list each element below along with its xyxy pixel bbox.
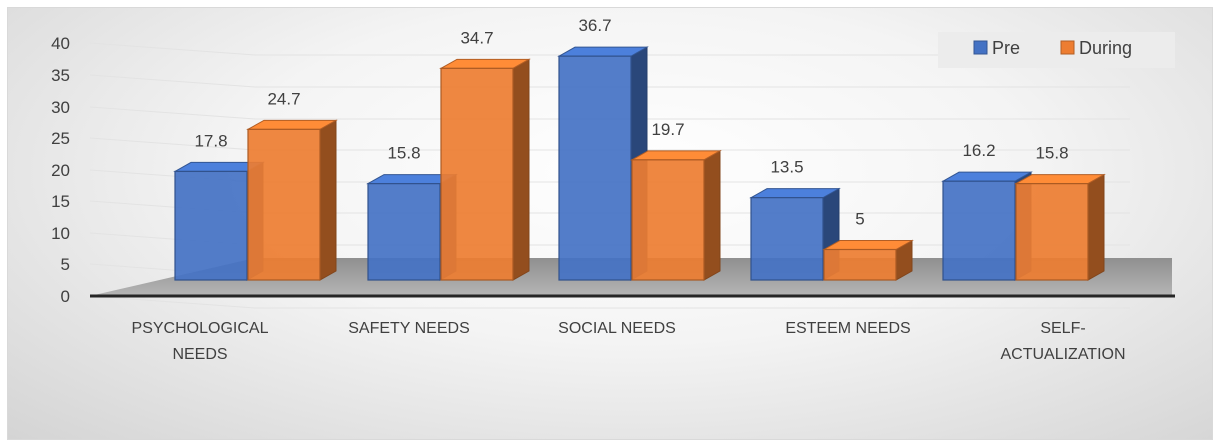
y-tick-label: 5 xyxy=(61,255,70,274)
x-category-label: SELF- xyxy=(1040,320,1085,337)
data-label: 13.5 xyxy=(770,158,803,177)
data-label: 15.8 xyxy=(1035,144,1068,163)
bar-during-1 xyxy=(439,58,531,281)
bar-side-face xyxy=(703,149,721,281)
bar-front-face xyxy=(247,128,321,281)
bar-top-face xyxy=(822,240,914,250)
bar-front-face xyxy=(558,55,632,281)
bars xyxy=(173,46,1106,281)
x-category-label: ACTUALIZATION xyxy=(1000,346,1125,363)
bar-top-face xyxy=(246,119,338,130)
y-tick-label: 35 xyxy=(51,66,70,85)
bar-top-face xyxy=(749,188,841,199)
bar-side-face xyxy=(319,119,337,281)
legend-swatch-pre xyxy=(973,40,988,55)
data-label: 17.8 xyxy=(194,131,227,150)
bar-during-2 xyxy=(630,149,722,281)
x-category-label: SOCIAL NEEDS xyxy=(558,320,676,337)
y-tick-label: 40 xyxy=(51,34,70,53)
gridline xyxy=(89,42,1130,56)
y-tick-label: 10 xyxy=(51,224,70,243)
bar-top-face xyxy=(1014,174,1106,185)
bar-pre-2 xyxy=(557,46,649,281)
legend-label-during: During xyxy=(1079,38,1132,58)
bar-top-face xyxy=(941,171,1033,182)
bar-top-face xyxy=(439,58,531,69)
y-tick-label: 0 xyxy=(61,287,70,306)
bar-front-face xyxy=(750,197,824,281)
bar-front-face xyxy=(174,170,248,281)
data-label: 19.7 xyxy=(651,120,684,139)
x-category-label: ESTEEM NEEDS xyxy=(785,320,910,337)
gridline xyxy=(89,74,1130,88)
bar-during-3 xyxy=(822,239,914,281)
bar-front-face xyxy=(367,183,441,281)
data-labels: 17.8 15.8 36.7 13.5 16.2 24.7 34.7 19.7 5 15.8 xyxy=(194,16,1068,228)
bar-front-face xyxy=(631,159,705,281)
bar-during-0 xyxy=(246,119,338,281)
x-category-label: NEEDS xyxy=(172,346,227,363)
bar-side-face xyxy=(512,58,530,281)
bar-front-face xyxy=(823,248,897,281)
bar-during-4 xyxy=(1014,173,1106,281)
gridline xyxy=(89,106,1130,120)
data-label: 5 xyxy=(855,210,864,229)
data-label: 24.7 xyxy=(267,89,300,108)
bar-top-face xyxy=(630,150,722,161)
x-category-label: PSYCHOLOGICAL xyxy=(132,320,269,337)
y-tick-label: 30 xyxy=(51,98,70,117)
legend-swatch-during xyxy=(1060,40,1075,55)
y-tick-label: 20 xyxy=(51,161,70,180)
bar-side-face xyxy=(1087,173,1105,281)
data-label: 34.7 xyxy=(460,28,493,47)
bar-front-face xyxy=(440,67,514,281)
bar-front-face xyxy=(1015,183,1089,281)
legend: Pre During xyxy=(938,32,1175,68)
y-tick-label: 25 xyxy=(51,129,70,148)
legend-label-pre: Pre xyxy=(992,38,1020,58)
bar-front-face xyxy=(942,180,1016,281)
data-label: 16.2 xyxy=(962,141,995,160)
y-tick-label: 15 xyxy=(51,192,70,211)
data-label: 15.8 xyxy=(387,144,420,163)
data-label: 36.7 xyxy=(578,16,611,35)
axes: 0 5 10 15 20 25 30 35 40 PSYCHOLOGICAL NEEDS SAFETY… xyxy=(51,34,1175,363)
bar-top-face xyxy=(557,46,649,57)
x-category-label: SAFETY NEEDS xyxy=(348,320,470,337)
gridline xyxy=(89,295,1130,309)
